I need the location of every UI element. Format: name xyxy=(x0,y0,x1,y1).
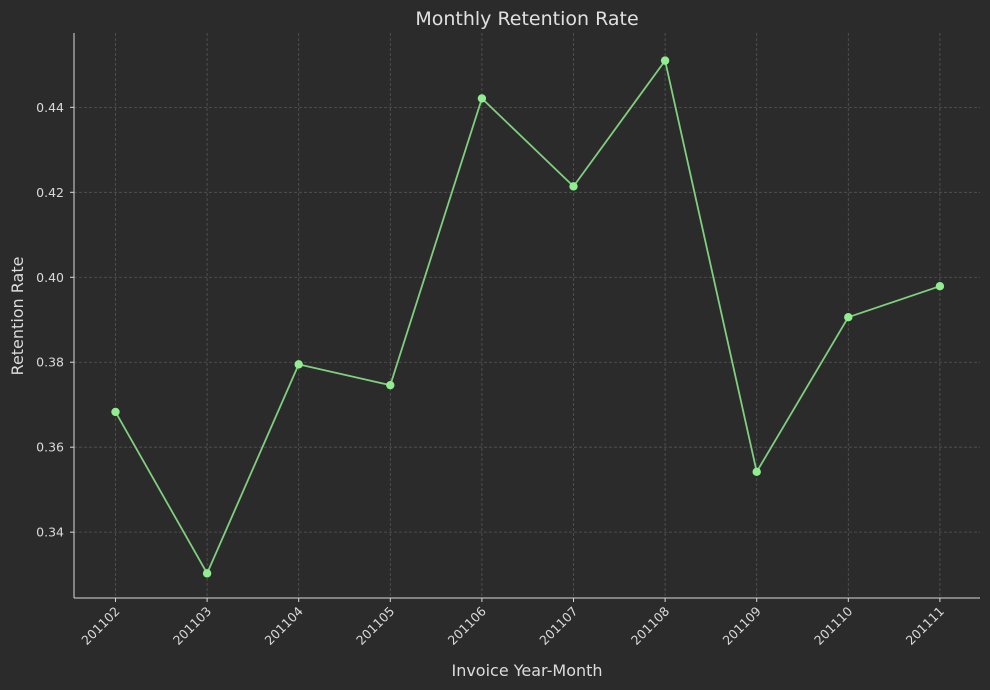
y-axis-ticks: 0.34 0.36 0.38 0.40 0.42 0.44 xyxy=(36,100,74,540)
data-point xyxy=(111,407,120,417)
y-tick-label: 0.38 xyxy=(36,355,64,370)
data-point xyxy=(569,182,578,191)
data-point xyxy=(935,281,945,291)
data-point xyxy=(202,569,212,578)
y-axis-title: Retention Rate xyxy=(8,257,27,376)
x-tick-label: 201102 xyxy=(78,604,122,648)
x-tick-label: 201104 xyxy=(261,603,305,647)
x-tick-label: 201110 xyxy=(811,603,855,647)
x-tick-label: 201109 xyxy=(719,603,763,647)
x-axis-ticks: 201102 201103 201104 201105 201106 201107 2011… xyxy=(78,598,947,648)
series-line xyxy=(114,59,941,575)
grid-lines xyxy=(74,33,980,598)
x-tick-label: 201105 xyxy=(353,604,397,648)
data-point xyxy=(477,94,487,103)
series xyxy=(111,56,945,578)
y-tick-label: 0.44 xyxy=(36,100,64,115)
x-axis-title: Invoice Year-Month xyxy=(451,661,602,680)
axes xyxy=(73,33,980,599)
x-tick-label: 201103 xyxy=(170,604,214,648)
data-point xyxy=(294,360,303,369)
x-tick-label: 201107 xyxy=(536,604,580,648)
x-tick-label: 201106 xyxy=(445,603,489,647)
chart-title: Monthly Retention Rate xyxy=(415,8,638,30)
x-tick-label: 201108 xyxy=(628,603,672,647)
y-tick-label: 0.36 xyxy=(36,440,64,455)
data-point xyxy=(752,467,761,477)
data-point xyxy=(660,56,670,65)
data-point xyxy=(844,312,853,322)
y-tick-label: 0.42 xyxy=(36,185,64,200)
y-tick-label: 0.40 xyxy=(36,270,64,285)
data-point xyxy=(386,380,395,390)
y-tick-label: 0.34 xyxy=(36,525,64,540)
x-tick-label: 201111 xyxy=(903,604,947,648)
